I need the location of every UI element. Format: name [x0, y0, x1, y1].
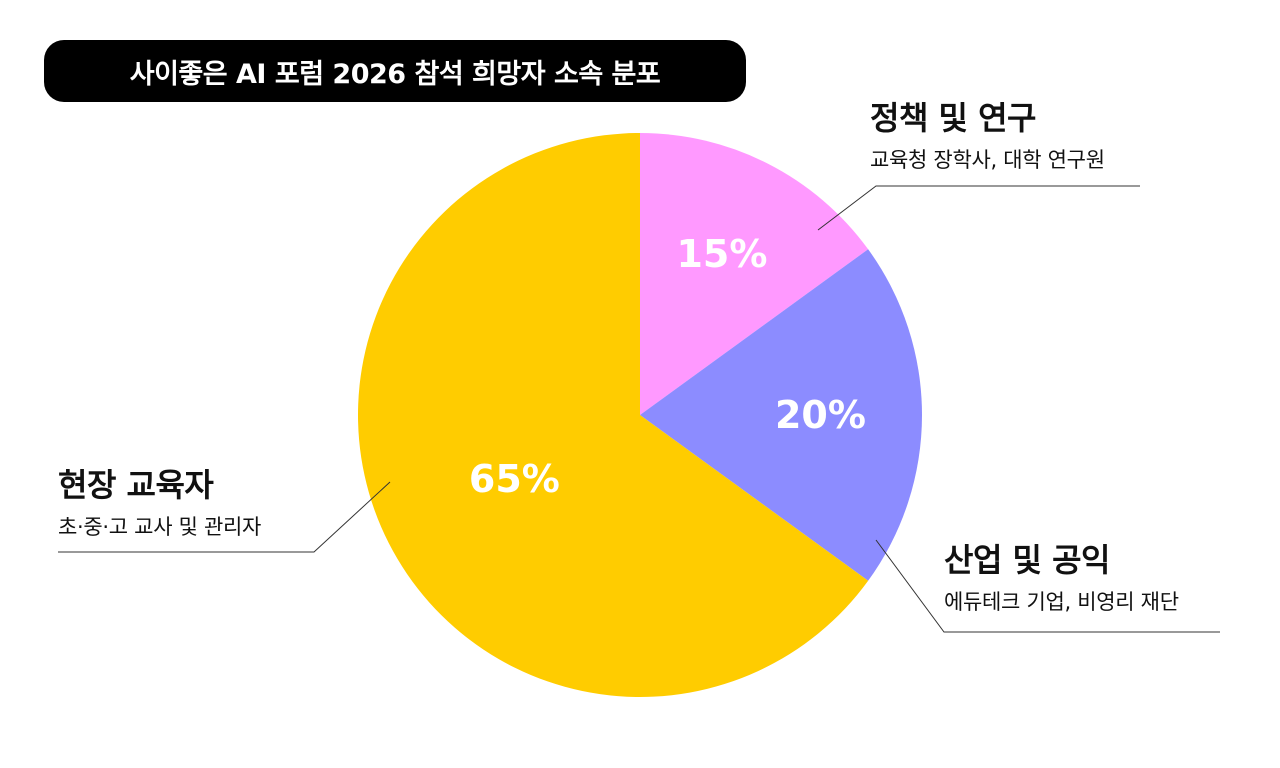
callout-educators-description: 초·중·고 교사 및 관리자 — [58, 515, 262, 539]
pie-slice-label-industry-public: 20% — [775, 393, 866, 437]
pie-slice-field-educators — [358, 133, 869, 698]
chart-title: 사이좋은 AI 포럼 2026 참석 희망자 소속 분포 — [129, 58, 661, 90]
leader-line-industry — [875, 539, 1220, 633]
callout-policy-title: 정책 및 연구 — [870, 99, 1036, 137]
leader-line-policy — [817, 185, 1140, 231]
callout-policy-research: 정책 및 연구 교육청 장학사, 대학 연구원 — [870, 98, 1105, 174]
pie-slices — [358, 133, 923, 698]
pie-slice-label-field-educators: 65% — [469, 457, 560, 501]
chart-title-pill: 사이좋은 AI 포럼 2026 참석 희망자 소속 분포 — [44, 40, 746, 102]
callout-industry-description: 에듀테크 기업, 비영리 재단 — [944, 590, 1179, 614]
callout-field-educators: 현장 교육자 초·중·고 교사 및 관리자 — [58, 465, 261, 541]
pie-slice-policy-research — [640, 133, 869, 415]
pie-slice-labels: 15% 20% 65% — [469, 232, 866, 501]
callout-industry-public: 산업 및 공익 에듀테크 기업, 비영리 재단 — [944, 540, 1179, 616]
leader-lines — [58, 185, 1220, 633]
callout-educators-title: 현장 교육자 — [58, 466, 214, 504]
leader-line-educators — [58, 481, 391, 553]
pie-slice-industry-public — [640, 249, 923, 581]
callout-industry-title: 산업 및 공익 — [944, 541, 1110, 579]
pie-slice-label-policy-research: 15% — [676, 232, 767, 276]
callout-policy-description: 교육청 장학사, 대학 연구원 — [870, 148, 1105, 172]
